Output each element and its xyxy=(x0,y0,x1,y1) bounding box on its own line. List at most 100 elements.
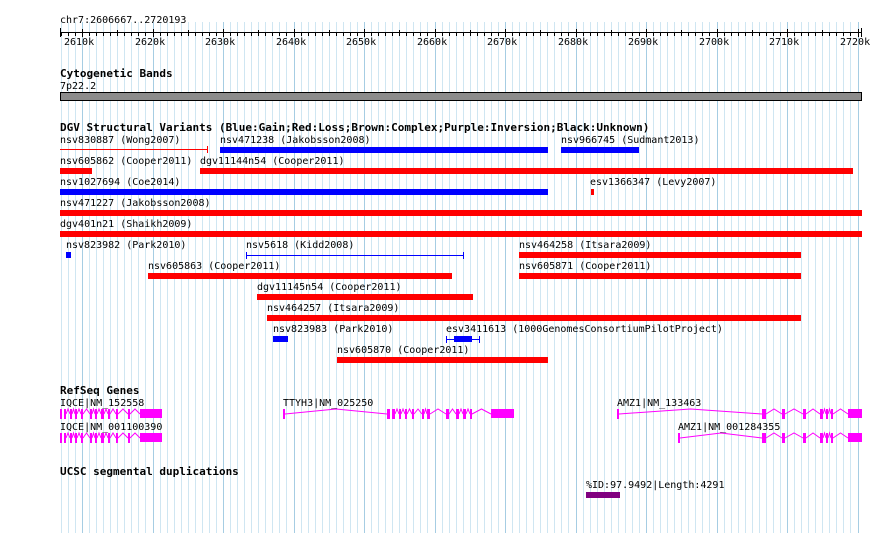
ruler-tick-minor xyxy=(385,32,386,36)
intron-line xyxy=(65,407,71,415)
gene-exon xyxy=(803,433,806,443)
intron-line xyxy=(129,432,141,439)
ruler-tick-major xyxy=(364,29,365,37)
gene-exon xyxy=(81,409,83,419)
ruler-tick-major xyxy=(294,29,295,37)
variant-label: nsv605862 (Cooper2011) xyxy=(60,156,193,167)
variant-nsv5618-start xyxy=(246,252,247,259)
intron-line xyxy=(765,432,783,439)
variant-esv1366347-bar[interactable] xyxy=(591,189,594,195)
ruler-tick-minor xyxy=(554,32,555,36)
variant-nsv966745-bar[interactable] xyxy=(561,147,639,153)
intron-line xyxy=(465,407,471,415)
ruler-tick-minor xyxy=(752,30,753,36)
grid-line-minor xyxy=(110,22,111,533)
gene-exon xyxy=(128,433,130,443)
variant-nsv471227-bar[interactable] xyxy=(60,210,862,216)
cytoband-bar[interactable] xyxy=(60,92,862,101)
variant-nsv605863-bar[interactable] xyxy=(148,273,452,279)
variant-label: nsv1027694 (Coe2014) xyxy=(60,177,181,188)
grid-line-minor xyxy=(843,22,844,533)
gene-exon xyxy=(831,409,833,419)
ruler-tick-major xyxy=(435,29,436,37)
ruler-tick-minor xyxy=(568,32,569,36)
gene-exon xyxy=(848,433,862,442)
variant-label: nsv605871 (Cooper2011) xyxy=(519,261,652,272)
ruler-tick-minor xyxy=(639,32,640,36)
variant-nsv605870-bar[interactable] xyxy=(337,357,548,363)
ruler-tick-minor xyxy=(843,32,844,36)
ruler-tick-label: 2620k xyxy=(135,37,166,48)
intron-line xyxy=(109,408,117,415)
gene-label: IQCE|NM_001100390 xyxy=(60,422,163,433)
ruler-tick-minor xyxy=(688,32,689,36)
variant-dgv11145n54-bar[interactable] xyxy=(257,294,473,300)
intron-line xyxy=(822,431,827,439)
ruler-tick-minor xyxy=(660,32,661,36)
ruler-tick-major xyxy=(153,29,154,37)
variant-nsv471238-bar[interactable] xyxy=(220,147,548,153)
intron-line xyxy=(96,431,102,439)
grid-line-minor xyxy=(124,22,125,533)
variant-label: dgv401n21 (Shaikh2009) xyxy=(60,219,193,230)
variant-nsv464258-bar[interactable] xyxy=(519,252,801,258)
ruler-tick-minor xyxy=(244,32,245,36)
ruler-tick-minor xyxy=(188,30,189,36)
ruler-tick-minor xyxy=(230,32,231,36)
variant-nsv830887-line[interactable] xyxy=(60,149,208,150)
ruler-tick-minor xyxy=(463,32,464,36)
variant-nsv5618-line[interactable] xyxy=(246,255,464,256)
variant-nsv823983-bar[interactable] xyxy=(273,336,288,342)
grid-line-minor xyxy=(484,22,485,533)
variant-esv3411613-end xyxy=(479,336,480,343)
variant-dgv11144n54-bar[interactable] xyxy=(200,168,853,174)
intron-line xyxy=(65,431,71,439)
intron-line xyxy=(827,407,832,415)
gene-exon xyxy=(392,409,395,419)
intron-line xyxy=(91,407,96,415)
grid-line-minor xyxy=(131,22,132,533)
gene-exon xyxy=(387,409,390,419)
variant-nsv605862-bar[interactable] xyxy=(60,168,92,174)
ruler-tick-major xyxy=(717,29,718,37)
grid-line-minor xyxy=(815,22,816,533)
ruler-tick-minor xyxy=(604,32,605,36)
gene-exon xyxy=(446,409,449,419)
ruler-tick-minor xyxy=(632,32,633,36)
variant-nsv823982-bar[interactable] xyxy=(66,252,71,258)
intron-line xyxy=(76,431,82,439)
ruler-tick-minor xyxy=(681,30,682,36)
ruler-tick-label: 2660k xyxy=(417,37,448,48)
ruler-tick-major xyxy=(82,29,83,37)
variant-dgv401n21-bar[interactable] xyxy=(60,231,862,237)
ruler-tick-minor xyxy=(279,32,280,36)
segdup-track-title: UCSC segmental duplications xyxy=(60,465,239,478)
ruler-tick-minor xyxy=(343,32,344,36)
location-label: chr7:2606667..2720193 xyxy=(60,15,187,26)
ruler-tick-minor xyxy=(420,32,421,36)
ruler-tick-minor xyxy=(526,32,527,36)
ruler-tick-minor xyxy=(836,32,837,36)
variant-nsv605871-bar[interactable] xyxy=(519,273,801,279)
ruler-tick-minor xyxy=(167,32,168,36)
gene-introns xyxy=(679,431,849,439)
grid-line-minor xyxy=(68,22,69,533)
gene-introns xyxy=(65,407,141,415)
ruler-tick-minor xyxy=(237,32,238,36)
ruler-tick-minor xyxy=(773,32,774,36)
ruler-tick-minor xyxy=(131,32,132,36)
gene-exon xyxy=(405,409,407,419)
intron-line xyxy=(448,408,457,415)
ruler-tick-minor xyxy=(512,32,513,36)
ruler-tick-minor xyxy=(653,32,654,36)
ruler-tick-minor xyxy=(801,32,802,36)
segdup-bar[interactable] xyxy=(586,492,620,498)
gene-exon xyxy=(617,409,619,419)
variant-nsv464257-bar[interactable] xyxy=(267,315,801,321)
intron-line xyxy=(394,407,400,415)
ruler-tick-minor xyxy=(808,32,809,36)
variant-nsv1027694-bar[interactable] xyxy=(60,189,548,195)
intron-line xyxy=(96,407,102,415)
gene-exon xyxy=(95,409,97,419)
gene-exon xyxy=(399,409,401,419)
